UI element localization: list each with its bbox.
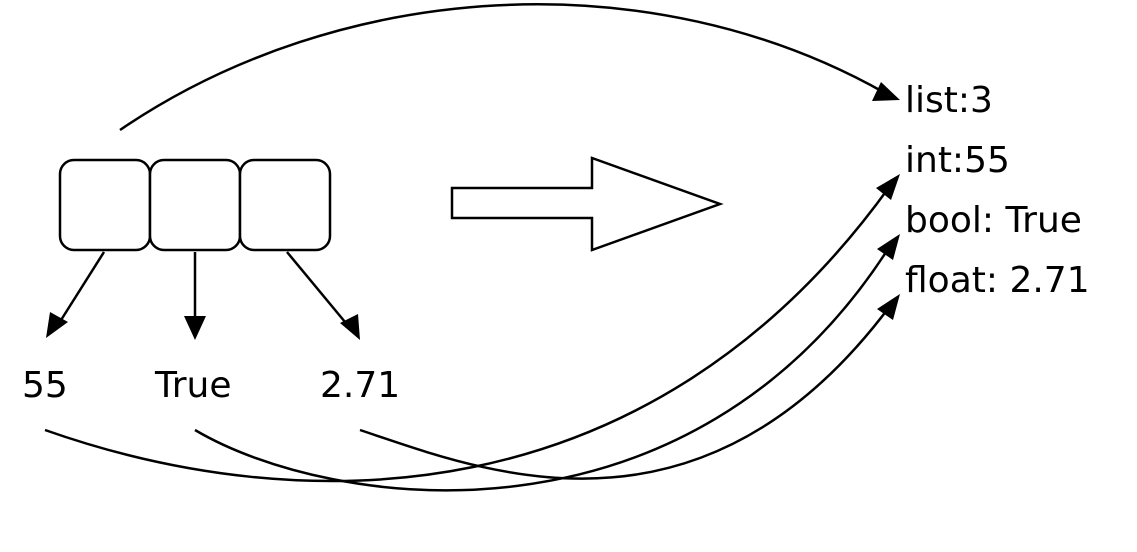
- transform-arrow: [450, 156, 724, 252]
- list-cell-2: [148, 158, 242, 252]
- arrowhead: [46, 312, 68, 338]
- value-label-true: True: [154, 365, 231, 406]
- output-line-list: list:3: [905, 80, 993, 121]
- output-labels: list:3 int:55 bool: True float: 2.71: [905, 80, 1090, 301]
- curve-true-to-bool: [194, 234, 900, 492]
- value-label-55: 55: [22, 365, 68, 406]
- arrowhead: [872, 82, 900, 101]
- list-cell-1: [58, 158, 152, 252]
- value-label-271: 2.71: [320, 365, 400, 406]
- arrow-cell3-to-271: [286, 251, 351, 329]
- arrowhead: [184, 316, 206, 340]
- output-line-int: int:55: [905, 140, 1010, 181]
- curve-list-to-output: [119, 3, 900, 132]
- arrowhead: [876, 174, 900, 200]
- list-container: [58, 158, 332, 252]
- curve-55-to-int: [44, 174, 900, 483]
- list-cell-3: [238, 158, 332, 252]
- arrowhead: [877, 234, 900, 260]
- output-line-float: float: 2.71: [905, 260, 1090, 301]
- arrowhead: [877, 294, 900, 320]
- cell-to-value-arrows: [46, 251, 360, 340]
- curve-271-to-float: [359, 294, 900, 480]
- arrowhead: [340, 314, 360, 340]
- output-line-bool: bool: True: [905, 200, 1082, 241]
- arrow-cell1-to-55: [54, 251, 106, 329]
- value-labels: 55 True 2.71: [22, 365, 400, 406]
